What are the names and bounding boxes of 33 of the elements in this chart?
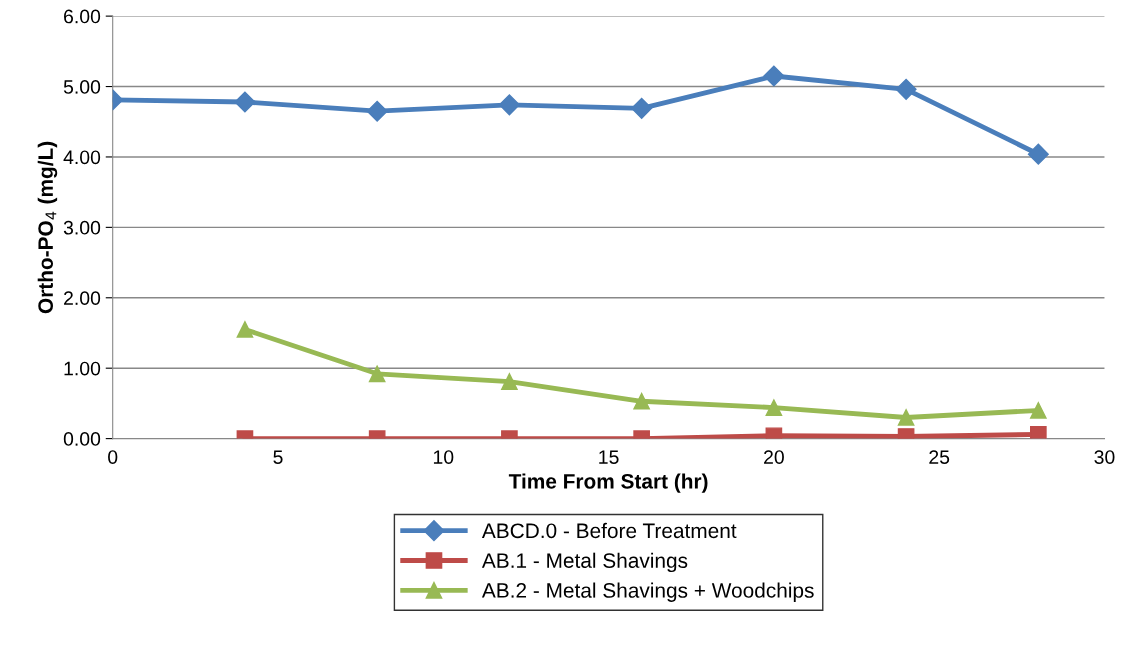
legend-label: AB.2 - Metal Shavings + Woodchips: [481, 582, 814, 602]
x-tick-label: 25: [929, 450, 950, 464]
point: [236, 321, 254, 338]
x-tick-label: 10: [433, 450, 454, 464]
x-tick-label: 0: [108, 450, 118, 464]
point: [897, 409, 915, 426]
y-tick-label: 6.00: [64, 9, 101, 24]
y-tick-label: 3.00: [63, 220, 101, 235]
point: [1027, 143, 1049, 165]
point: [366, 100, 388, 122]
x-tick-label: 15: [599, 450, 619, 464]
y-tick-label: 5.00: [63, 80, 101, 94]
point: [633, 392, 650, 410]
point: [1030, 402, 1047, 419]
point: [765, 399, 783, 416]
point: [498, 94, 520, 116]
x-axis-title: Time From Start (hr): [508, 473, 708, 493]
point: [763, 65, 785, 87]
y-tick-label: 2.00: [64, 291, 101, 306]
point: [368, 365, 386, 383]
legend-label: ABCD.0 - Before Treatment: [481, 522, 737, 539]
point: [895, 78, 917, 100]
y-tick-label: 4.00: [63, 150, 101, 165]
point: [631, 97, 653, 119]
x-tick-label: 30: [1094, 450, 1115, 464]
x-tick-label: 5: [273, 450, 283, 464]
point: [234, 91, 256, 113]
y-tick-label: 0.00: [63, 432, 101, 446]
y-tick-label: 1.00: [64, 361, 101, 376]
point: [501, 373, 518, 390]
legend-label: AB.1 - Metal Shavings: [481, 552, 688, 573]
y-axis-title: Ortho-PO$_{4}$ (mg/L): [37, 141, 58, 314]
x-tick-label: 20: [764, 450, 784, 464]
